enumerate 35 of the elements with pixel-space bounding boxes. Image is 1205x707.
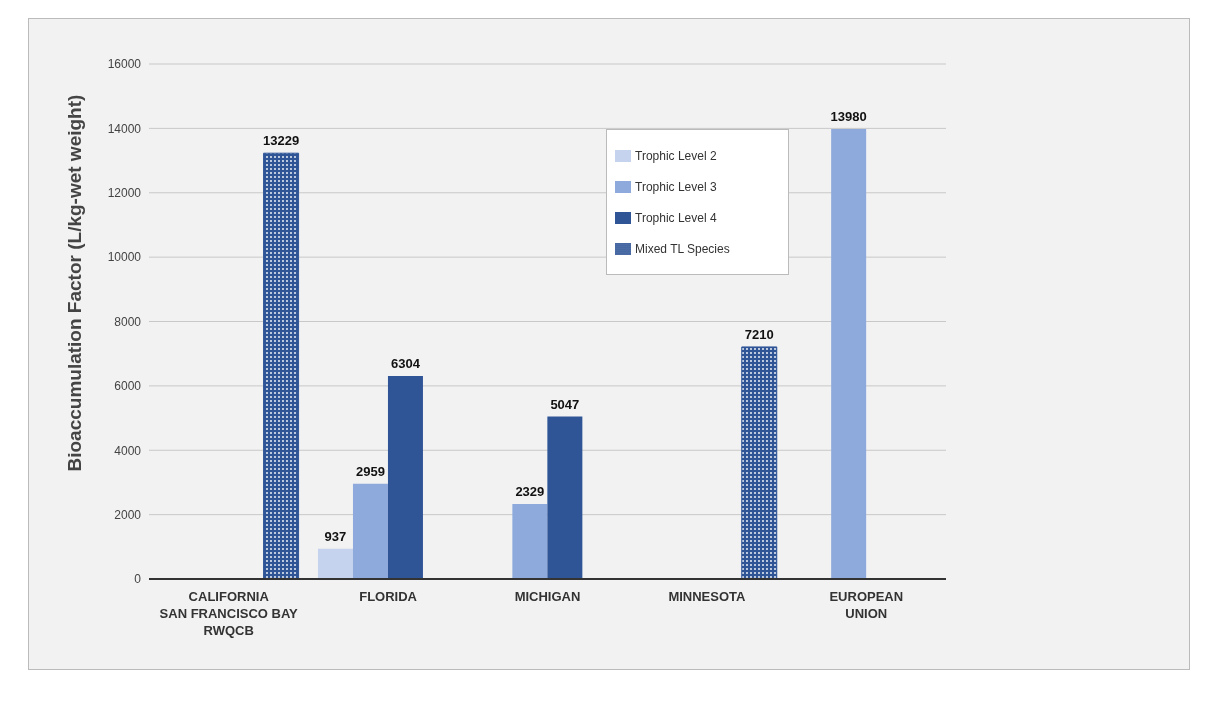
legend-label: Trophic Level 4 (635, 211, 717, 225)
y-tick-label: 0 (134, 572, 142, 587)
data-label: 6304 (391, 356, 421, 372)
y-tick-label: 8000 (114, 314, 142, 329)
bar (831, 129, 867, 579)
x-tick-label: MICHIGAN (514, 589, 581, 604)
bar (741, 346, 778, 579)
legend-label: Trophic Level 2 (635, 149, 717, 163)
bar (387, 376, 423, 579)
data-label: 2959 (356, 463, 385, 479)
bar (512, 504, 548, 579)
x-tick-label: MINNESOTA (668, 589, 747, 604)
data-label: 7210 (744, 326, 774, 342)
bar (317, 548, 353, 579)
y-tick-label: 14000 (107, 121, 142, 136)
data-label: 937 (324, 528, 347, 544)
y-tick-label: 16000 (107, 57, 142, 72)
bar (352, 483, 388, 579)
data-label: 2329 (515, 484, 545, 500)
legend-label: Mixed TL Species (635, 242, 730, 256)
x-tick-label: EUROPEAN UNION (829, 589, 904, 621)
x-tick-label: FLORIDA (359, 589, 418, 604)
y-tick-label: 10000 (107, 250, 142, 265)
x-tick-label: CALIFORNIA SAN FRANCISCO BAY RWQCB (159, 589, 299, 638)
y-tick-label: 4000 (114, 443, 142, 458)
y-tick-label: 12000 (107, 186, 142, 201)
bar (263, 152, 300, 579)
data-label: 13980 (830, 109, 867, 125)
y-axis-title: Bioaccumulation Factor (L/kg-wet weight) (63, 94, 85, 472)
y-tick-label: 2000 (114, 507, 142, 522)
data-label: 13229 (262, 133, 300, 149)
y-tick-label: 6000 (114, 379, 142, 394)
legend-label: Trophic Level 3 (635, 180, 717, 194)
data-label: 5047 (550, 396, 580, 412)
bar (547, 416, 583, 579)
